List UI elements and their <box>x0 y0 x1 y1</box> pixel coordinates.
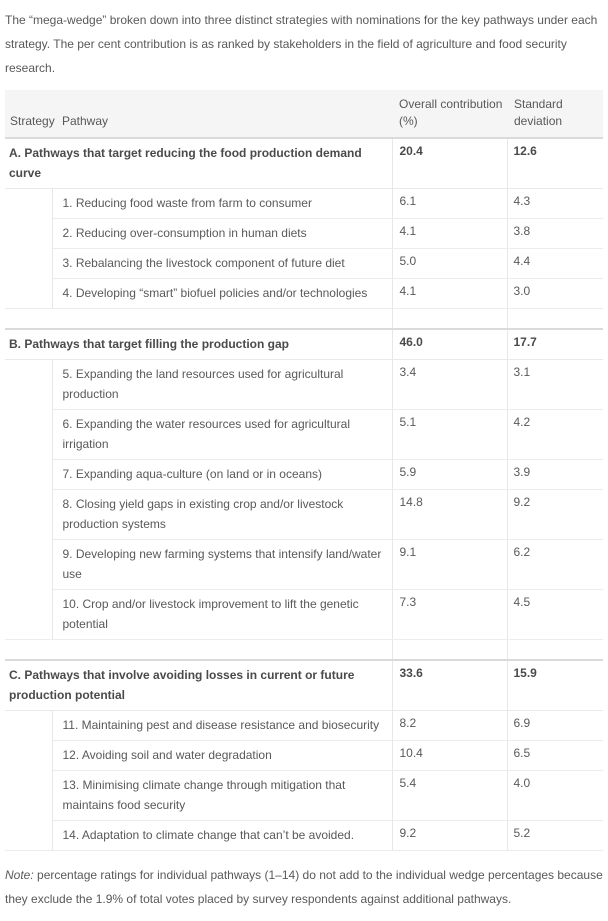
strategy-section-row: A. Pathways that target reducing the foo… <box>5 137 603 189</box>
section-std-deviation-value: 17.7 <box>506 328 603 360</box>
pathway-label: 5. Expanding the land resources used for… <box>51 359 392 410</box>
section-spacer-row <box>5 639 603 661</box>
pathway-row: 7. Expanding aqua-culture (on land or in… <box>5 459 603 490</box>
pathway-label: 11. Maintaining pest and disease resista… <box>51 710 392 741</box>
pathway-row: 4. Developing “smart” biofuel policies a… <box>5 278 603 309</box>
pathway-std-deviation-value: 4.0 <box>506 770 603 821</box>
spacer-cell <box>5 640 392 661</box>
pathway-row: 13. Minimising climate change through mi… <box>5 770 603 821</box>
note-label: Note: <box>5 868 34 882</box>
pathways-table: Strategy Pathway Overall contribution (%… <box>5 90 603 851</box>
spacer-cell <box>506 639 603 660</box>
pathway-row: 2. Reducing over-consumption in human di… <box>5 218 603 249</box>
table-body: A. Pathways that target reducing the foo… <box>5 137 603 851</box>
pathway-contribution-value: 5.0 <box>391 248 507 279</box>
strategy-section-label: A. Pathways that target reducing the foo… <box>5 137 392 189</box>
strategy-section-label: B. Pathways that target filling the prod… <box>5 328 392 360</box>
spacer-cell <box>391 639 507 660</box>
pathway-label: 8. Closing yield gaps in existing crop a… <box>51 489 392 540</box>
spacer-cell <box>506 308 603 329</box>
pathway-std-deviation-value: 4.4 <box>506 248 603 279</box>
pathway-label: 3. Rebalancing the livestock component o… <box>51 248 392 279</box>
pathway-label: 14. Adaptation to climate change that ca… <box>51 820 392 851</box>
pathway-contribution-value: 8.2 <box>391 710 507 741</box>
pathway-std-deviation-value: 9.2 <box>506 489 603 540</box>
pathway-std-deviation-value: 4.2 <box>506 409 603 460</box>
pathway-label: 6. Expanding the water resources used fo… <box>51 409 392 460</box>
section-contribution-value: 33.6 <box>391 659 507 711</box>
pathway-contribution-value: 9.2 <box>391 820 507 851</box>
pathway-std-deviation-value: 6.9 <box>506 710 603 741</box>
pathway-contribution-value: 6.1 <box>391 188 507 219</box>
pathway-label: 1. Reducing food waste from farm to cons… <box>51 188 392 219</box>
pathway-row: 6. Expanding the water resources used fo… <box>5 409 603 460</box>
pathway-std-deviation-value: 3.8 <box>506 218 603 249</box>
pathway-std-deviation-value: 3.0 <box>506 278 603 309</box>
header-row: Strategy Pathway Overall contribution (%… <box>5 90 603 138</box>
pathway-contribution-value: 5.9 <box>391 459 507 490</box>
pathway-std-deviation-value: 5.2 <box>506 820 603 851</box>
pathway-label: 7. Expanding aqua-culture (on land or in… <box>51 459 392 490</box>
pathway-label: 9. Developing new farming systems that i… <box>51 539 392 590</box>
pathway-row: 5. Expanding the land resources used for… <box>5 359 603 640</box>
strategy-section-row: C. Pathways that involve avoiding losses… <box>5 659 603 711</box>
pathway-label: 2. Reducing over-consumption in human di… <box>51 218 392 249</box>
strategy-empty-cell <box>5 188 53 309</box>
pathway-row: 14. Adaptation to climate change that ca… <box>5 820 603 851</box>
spacer-cell <box>5 309 392 330</box>
strategy-section-label: C. Pathways that involve avoiding losses… <box>5 659 392 711</box>
pathway-row: 1. Reducing food waste from farm to cons… <box>5 188 603 309</box>
pathway-std-deviation-value: 6.5 <box>506 740 603 771</box>
pathway-contribution-value: 7.3 <box>391 589 507 640</box>
column-header-standard-deviation: Standard deviation <box>507 90 603 138</box>
pathway-label: 4. Developing “smart” biofuel policies a… <box>51 278 392 309</box>
table-caption: The “mega-wedge” broken down into three … <box>5 13 598 75</box>
pathway-std-deviation-value: 4.5 <box>506 589 603 640</box>
pathway-label: 10. Crop and/or livestock improvement to… <box>51 589 392 640</box>
pathway-row: 12. Avoiding soil and water degradation 1… <box>5 740 603 771</box>
pathway-label: 13. Minimising climate change through mi… <box>51 770 392 821</box>
strategy-empty-cell <box>5 710 53 851</box>
pathway-contribution-value: 9.1 <box>391 539 507 590</box>
section-std-deviation-value: 15.9 <box>506 659 603 711</box>
strategy-empty-cell <box>5 359 53 640</box>
pathway-row: 9. Developing new farming systems that i… <box>5 539 603 590</box>
pathway-label: 12. Avoiding soil and water degradation <box>51 740 392 771</box>
table-note: Note: percentage ratings for individual … <box>5 863 603 911</box>
note-text: percentage ratings for individual pathwa… <box>5 868 603 906</box>
column-header-pathway: Pathway <box>52 90 392 138</box>
pathway-std-deviation-value: 3.9 <box>506 459 603 490</box>
strategy-section-row: B. Pathways that target filling the prod… <box>5 328 603 360</box>
pathway-contribution-value: 4.1 <box>391 278 507 309</box>
column-header-strategy: Strategy <box>5 90 55 138</box>
table-header: Strategy Pathway Overall contribution (%… <box>5 90 603 138</box>
section-contribution-value: 46.0 <box>391 328 507 360</box>
section-spacer-row <box>5 308 603 330</box>
pathway-row: 3. Rebalancing the livestock component o… <box>5 248 603 279</box>
pathway-contribution-value: 4.1 <box>391 218 507 249</box>
pathway-row: 8. Closing yield gaps in existing crop a… <box>5 489 603 540</box>
pathway-contribution-value: 5.1 <box>391 409 507 460</box>
pathway-row: 11. Maintaining pest and disease resista… <box>5 710 603 851</box>
section-std-deviation-value: 12.6 <box>506 137 603 189</box>
pathway-contribution-value: 5.4 <box>391 770 507 821</box>
pathway-contribution-value: 14.8 <box>391 489 507 540</box>
pathway-contribution-value: 3.4 <box>391 359 507 410</box>
spacer-cell <box>391 308 507 329</box>
pathway-std-deviation-value: 4.3 <box>506 188 603 219</box>
column-header-overall-contribution: Overall contribution (%) <box>392 90 507 138</box>
pathway-std-deviation-value: 6.2 <box>506 539 603 590</box>
section-contribution-value: 20.4 <box>391 137 507 189</box>
pathway-row: 10. Crop and/or livestock improvement to… <box>5 589 603 640</box>
pathway-std-deviation-value: 3.1 <box>506 359 603 410</box>
pathway-contribution-value: 10.4 <box>391 740 507 771</box>
